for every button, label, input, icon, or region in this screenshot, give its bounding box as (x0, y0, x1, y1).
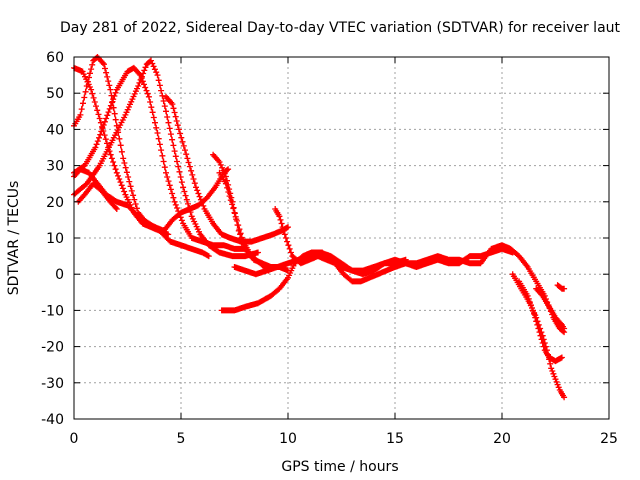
series-point-markers (216, 169, 272, 274)
grid (74, 57, 609, 419)
y-tick-label: 50 (46, 86, 64, 102)
axis-ticks: 0 5 10 15 20 25 -40 -30 -20 -10 0 10 20 30 40 50 60 (41, 50, 618, 447)
y-tick-label: -10 (41, 303, 64, 319)
y-tick-label: 10 (46, 231, 64, 247)
x-tick-label: 10 (279, 431, 297, 447)
series-arc-15 (533, 285, 568, 332)
series-point-markers (272, 206, 568, 336)
y-tick-label: 60 (46, 50, 64, 66)
series-arc-16 (554, 282, 568, 292)
series-point-markers (231, 249, 409, 278)
y-tick-label: -30 (41, 376, 64, 392)
series-line (73, 67, 246, 250)
series-point-markers (554, 282, 568, 292)
y-tick-label: 20 (46, 195, 64, 211)
y-axis-label: SDTVAR / TECUs (6, 181, 22, 296)
chart-title: Day 281 of 2022, Sidereal Day-to-day VTE… (60, 20, 621, 36)
x-axis-label: GPS time / hours (281, 459, 398, 475)
x-tick-label: 5 (177, 431, 186, 447)
y-tick-label: 0 (55, 267, 64, 283)
x-tick-label: 0 (70, 431, 79, 447)
y-tick-label: -40 (41, 412, 64, 428)
y-tick-label: 30 (46, 159, 64, 175)
series-point-markers (516, 278, 565, 365)
series-arc-5 (163, 93, 291, 245)
data-series (71, 54, 568, 401)
series-arc-14 (516, 278, 565, 365)
series-point-markers (533, 285, 568, 332)
series-line (274, 208, 565, 333)
x-tick-label: 20 (493, 431, 511, 447)
series-arc-12 (231, 249, 409, 278)
series-point-markers (163, 93, 291, 245)
series-arc-9 (216, 169, 272, 274)
x-tick-label: 25 (600, 431, 618, 447)
x-tick-label: 15 (386, 431, 404, 447)
y-tick-label: -20 (41, 340, 64, 356)
series-arc-10 (272, 206, 568, 336)
y-tick-label: 40 (46, 122, 64, 138)
